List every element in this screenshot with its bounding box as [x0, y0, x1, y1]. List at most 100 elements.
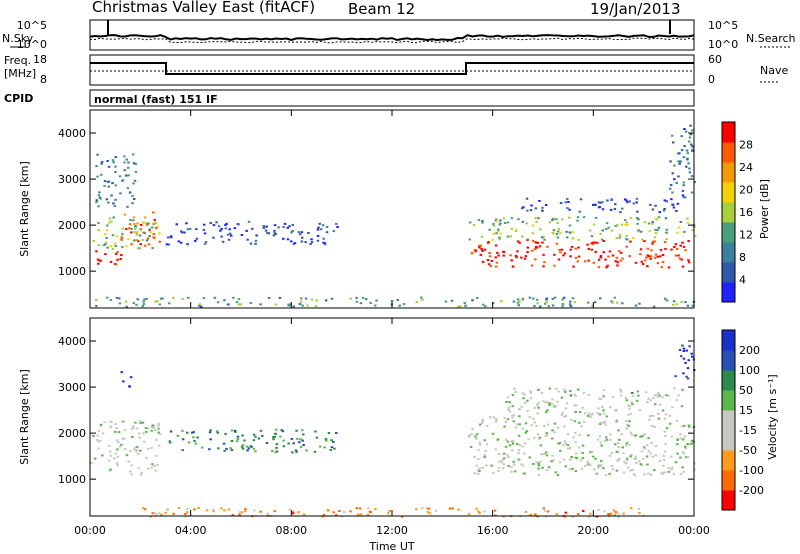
- data-cell: [649, 473, 653, 476]
- data-cell: [507, 465, 510, 467]
- data-cell: [520, 256, 523, 259]
- data-cell: [553, 264, 556, 267]
- data-cell: [142, 300, 145, 303]
- data-cell: [478, 246, 481, 249]
- data-cell: [109, 245, 113, 248]
- data-cell: [646, 401, 649, 404]
- data-cell: [577, 513, 580, 516]
- data-cell: [652, 305, 656, 308]
- data-cell: [177, 240, 180, 243]
- data-cell: [638, 302, 641, 305]
- data-cell: [523, 442, 527, 445]
- data-cell: [630, 453, 633, 456]
- data-cell: [654, 253, 658, 256]
- data-cell: [564, 414, 568, 417]
- data-cell: [507, 406, 511, 409]
- data-cell: [291, 223, 295, 226]
- data-cell: [556, 236, 560, 239]
- x-axis-label: Time UT: [368, 540, 414, 553]
- data-cell: [203, 242, 207, 245]
- data-cell: [553, 431, 556, 434]
- data-cell: [521, 220, 525, 223]
- data-cell: [690, 191, 694, 194]
- data-cell: [457, 305, 460, 308]
- data-cell: [577, 246, 580, 249]
- data-cell: [488, 255, 492, 258]
- colorbar-band: [722, 450, 735, 471]
- data-cell: [584, 412, 587, 415]
- data-cell: [321, 224, 325, 227]
- data-cell: [547, 305, 550, 308]
- data-cell: [542, 235, 545, 238]
- data-cell: [99, 259, 103, 262]
- data-cell: [559, 202, 563, 204]
- data-cell: [471, 299, 474, 302]
- data-cell: [646, 265, 649, 268]
- data-cell: [553, 253, 556, 256]
- data-cell: [116, 251, 119, 253]
- data-cell: [116, 464, 119, 467]
- data-cell: [272, 436, 275, 439]
- data-cell: [478, 512, 481, 515]
- data-cell: [479, 253, 483, 256]
- data-cell: [306, 304, 309, 307]
- data-cell: [517, 452, 520, 455]
- data-cell: [400, 515, 404, 518]
- data-cell: [361, 296, 365, 299]
- data-cell: [96, 434, 99, 437]
- data-cell: [186, 511, 189, 514]
- data-cell: [138, 436, 141, 439]
- data-cell: [588, 229, 592, 232]
- data-cell: [265, 225, 268, 228]
- data-cell: [611, 468, 615, 471]
- data-cell: [316, 228, 320, 231]
- data-cell: [105, 237, 108, 239]
- data-cell: [498, 460, 501, 463]
- colorbar-tick-label: 8: [739, 251, 746, 264]
- data-cell: [490, 259, 494, 262]
- data-cell: [204, 241, 208, 243]
- data-cell: [481, 420, 484, 423]
- data-cell: [682, 196, 685, 199]
- data-cell: [511, 414, 514, 417]
- data-cell: [663, 430, 666, 433]
- data-cell: [690, 143, 693, 146]
- data-cell: [483, 510, 486, 513]
- data-cell: [298, 233, 302, 236]
- colorbar-band: [722, 470, 735, 491]
- data-cell: [126, 187, 130, 190]
- data-cell: [520, 405, 523, 408]
- data-cell: [688, 345, 691, 348]
- data-cell: [301, 236, 304, 239]
- data-cell: [671, 466, 674, 469]
- data-cell: [122, 420, 125, 423]
- data-cell: [646, 247, 650, 250]
- data-cell: [647, 437, 650, 440]
- data-cell: [144, 427, 148, 430]
- data-cell: [170, 236, 173, 239]
- data-cell: [514, 230, 518, 233]
- data-cell: [238, 513, 241, 516]
- data-cell: [574, 441, 577, 444]
- data-cell: [267, 296, 271, 299]
- data-cell: [473, 248, 477, 251]
- data-cell: [139, 449, 142, 452]
- data-cell: [530, 204, 533, 207]
- data-cell: [181, 438, 185, 441]
- data-cell: [192, 436, 195, 439]
- data-cell: [114, 156, 117, 159]
- data-cell: [561, 411, 564, 414]
- data-cell: [647, 397, 650, 400]
- data-cell: [691, 148, 694, 151]
- data-cell: [606, 199, 609, 202]
- data-cell: [642, 446, 646, 449]
- data-cell: [537, 464, 541, 467]
- data-cell: [516, 423, 519, 426]
- noise-left-tick-bottom: 10^0: [17, 38, 47, 51]
- data-cell: [687, 259, 690, 262]
- data-cell: [637, 229, 640, 232]
- data-cell: [692, 440, 695, 443]
- data-cell: [629, 469, 632, 472]
- data-cell: [468, 221, 472, 224]
